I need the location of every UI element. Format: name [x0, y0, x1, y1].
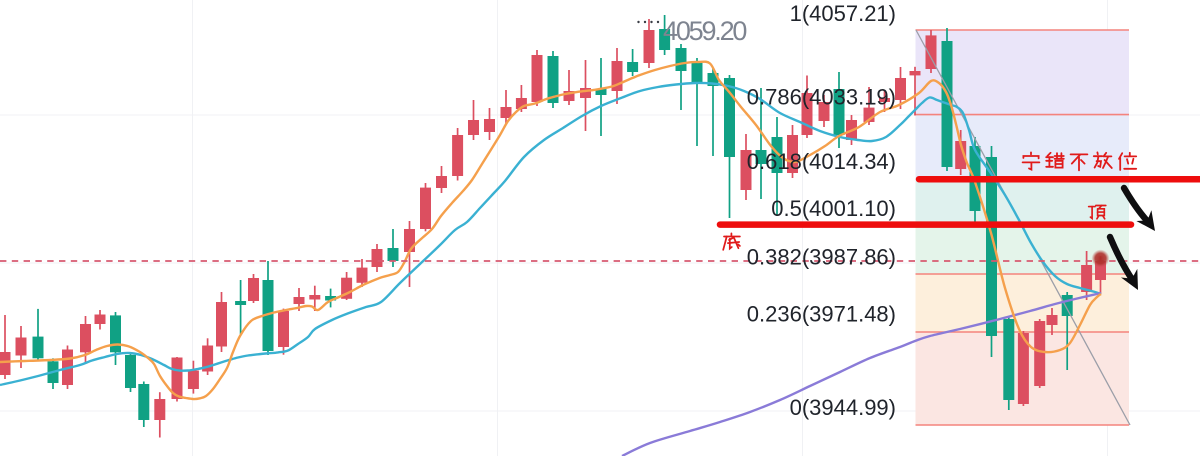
- svg-text:0.236(3971.48): 0.236(3971.48): [747, 302, 896, 327]
- svg-text:0(3944.99): 0(3944.99): [790, 395, 896, 420]
- svg-text:0.786(4033.19): 0.786(4033.19): [747, 85, 896, 110]
- svg-text:4059.20: 4059.20: [663, 16, 746, 46]
- svg-text:0.618(4014.34): 0.618(4014.34): [747, 149, 896, 174]
- svg-text:0.5(4001.10): 0.5(4001.10): [771, 196, 896, 221]
- svg-text:0.382(3987.86): 0.382(3987.86): [747, 245, 896, 270]
- svg-text:1(4057.21): 1(4057.21): [790, 1, 896, 26]
